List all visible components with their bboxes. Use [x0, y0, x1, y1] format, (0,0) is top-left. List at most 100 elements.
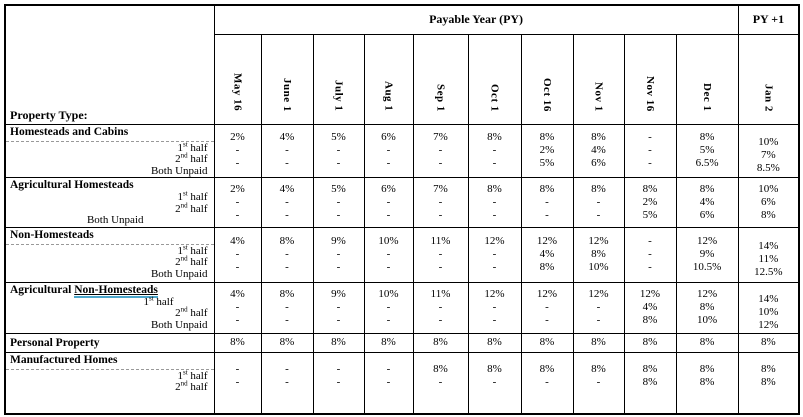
value-line: - — [492, 208, 497, 221]
value-line: 10% — [696, 314, 718, 326]
section-title-text: Manufactured Homes — [10, 353, 118, 366]
month-header-cell: Dec 1 — [675, 33, 739, 125]
value-line: - — [438, 301, 443, 313]
value-cell: 8% — [572, 332, 625, 353]
value-cell: 10% 7% 8.5% — [737, 123, 800, 178]
half-row-label-base: 2 — [175, 202, 181, 215]
table-body: Homesteads and Cabins 1st half 2nd half Bot… — [4, 123, 800, 415]
value-cell: 8% 8% — [623, 351, 677, 415]
value-cell: 8% — [312, 332, 365, 353]
value-line: 7% — [761, 149, 776, 162]
value-line: - — [492, 144, 497, 157]
value-lines: 8% 2% 5% — [625, 182, 675, 222]
half-row-label-rest: half — [153, 295, 174, 308]
value-line: - — [438, 208, 443, 221]
ordinal-suffix: st — [182, 189, 188, 198]
half-row-label: 1st half — [6, 294, 213, 309]
section-label-cell: Homesteads and Cabins 1st half 2nd half Bot… — [4, 123, 215, 178]
value-line: - — [438, 195, 443, 208]
value-lines: 8% — [739, 336, 798, 349]
value-line: - — [648, 235, 652, 247]
value-line: 12% — [536, 235, 558, 247]
value-cell: 8% - — [572, 351, 625, 415]
value-line: 12% — [588, 288, 609, 300]
value-line: 8% — [699, 362, 715, 375]
value-lines: 11% - - — [414, 288, 467, 327]
value-line: - — [596, 301, 601, 313]
month-label: May 16 — [231, 73, 244, 112]
value-lines: 8% - - — [262, 235, 312, 274]
value-cell: 4% - - — [213, 226, 262, 283]
value-lines: 4% - - — [215, 235, 260, 274]
value-line: 8% — [642, 182, 658, 195]
value-line: 8% — [279, 288, 295, 300]
value-cell: 8% 2% 5% — [520, 123, 574, 178]
half-row-label: 1st half — [6, 368, 213, 383]
value-line: 5% — [642, 208, 658, 221]
half-row-label-base: 1 — [143, 295, 149, 308]
value-cell: 12% 8% 10% — [572, 226, 625, 283]
value-line: - — [235, 195, 240, 208]
value-line: - — [285, 248, 289, 260]
value-cell: 5% - - — [312, 123, 365, 178]
half-row-label-base: Both Unpaid — [150, 318, 208, 331]
month-header-row: May 16 June 1 July 1 Aug 1 Sep 1 Oct 1 Oct 16 N… — [5, 33, 800, 125]
value-line: 8% — [699, 182, 715, 195]
value-line: 6% — [761, 195, 776, 208]
value-cell: 12% 4% 8% — [623, 281, 677, 334]
section-title: Agricultural Homesteads — [6, 178, 213, 192]
value-line: - — [492, 375, 497, 388]
value-lines: 8% 2% 5% — [522, 131, 572, 170]
month-label: Oct 1 — [488, 83, 501, 112]
section-row: Agricultural Homesteads 1st half 2nd half B… — [4, 177, 800, 228]
value-line: 9% — [331, 235, 346, 247]
value-line: 4% — [279, 131, 295, 144]
value-line: 5% — [331, 182, 346, 195]
value-line: - — [285, 144, 289, 157]
value-cell: 12% - - — [520, 281, 574, 334]
value-line: - — [596, 375, 601, 388]
section-title-text: Homesteads and Cabins — [10, 125, 129, 138]
value-lines: 8% - — [574, 363, 623, 389]
half-row-label: 2nd half — [6, 152, 213, 166]
value-cell: 8% - — [520, 351, 574, 415]
value-line: - — [336, 208, 341, 221]
value-line: - — [438, 144, 443, 157]
value-line: - — [492, 157, 497, 170]
month-header-cell: May 16 — [213, 33, 262, 125]
half-row-label: 2nd half — [6, 201, 213, 216]
value-lines: 4% - - — [262, 183, 312, 222]
value-lines: 9% - - — [314, 235, 363, 274]
month-header-cell: Aug 1 — [363, 33, 414, 125]
value-line: - — [235, 314, 240, 326]
half-row-label-rest: half — [187, 307, 208, 319]
value-line: 8% — [487, 182, 502, 195]
section-row: Non-Homesteads 1st half 2nd half Both Unpai… — [4, 226, 800, 283]
value-line: - — [545, 301, 549, 313]
value-cell: 8% — [623, 332, 677, 353]
half-row-label-rest: half — [187, 244, 208, 257]
value-lines: 8% 8% — [625, 363, 675, 389]
month-header-cell: June 1 — [260, 33, 314, 125]
section-title: Personal Property — [6, 336, 213, 350]
value-line: 12% — [484, 235, 505, 247]
half-row-label-base: 1 — [177, 369, 183, 382]
value-line: 8% — [761, 208, 776, 221]
value-lines: -- — [314, 363, 363, 389]
value-lines: 8% — [625, 336, 675, 349]
section-label-cell: Manufactured Homes 1st half 2nd half — [4, 351, 215, 415]
value-lines: 8% - - — [469, 131, 520, 170]
value-line: - — [386, 362, 391, 375]
section-title: Non-Homesteads — [6, 228, 213, 242]
value-lines: 8% 4% 6% — [574, 131, 623, 170]
value-lines: 2% - - — [215, 183, 260, 222]
value-line: 8% — [539, 182, 555, 195]
value-cell: 8% 5% 6.5% — [675, 123, 739, 178]
value-line: 10% — [758, 136, 779, 149]
month-label: July 1 — [332, 80, 345, 112]
value-line: 12% — [536, 288, 558, 300]
value-line: 11% — [430, 235, 451, 247]
value-line: - — [336, 248, 341, 260]
value-line: - — [386, 375, 391, 388]
value-line: - — [596, 208, 601, 221]
